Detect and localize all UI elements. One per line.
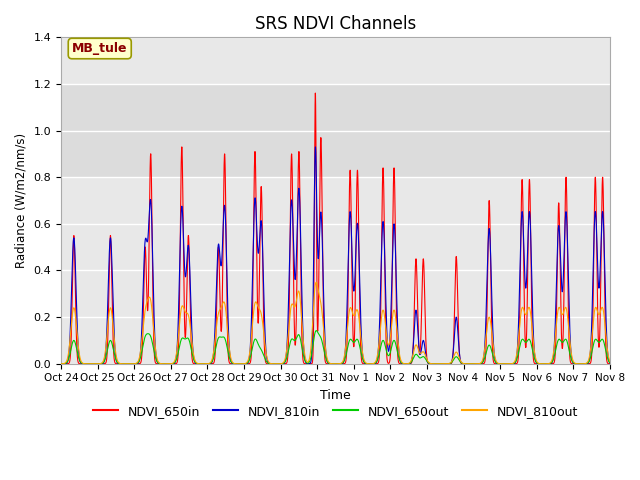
X-axis label: Time: Time — [320, 389, 351, 402]
Text: MB_tule: MB_tule — [72, 42, 127, 55]
Y-axis label: Radiance (W/m2/nm/s): Radiance (W/m2/nm/s) — [15, 133, 28, 268]
Title: SRS NDVI Channels: SRS NDVI Channels — [255, 15, 416, 33]
Legend: NDVI_650in, NDVI_810in, NDVI_650out, NDVI_810out: NDVI_650in, NDVI_810in, NDVI_650out, NDV… — [88, 400, 583, 423]
Bar — [61, 84, 610, 177]
